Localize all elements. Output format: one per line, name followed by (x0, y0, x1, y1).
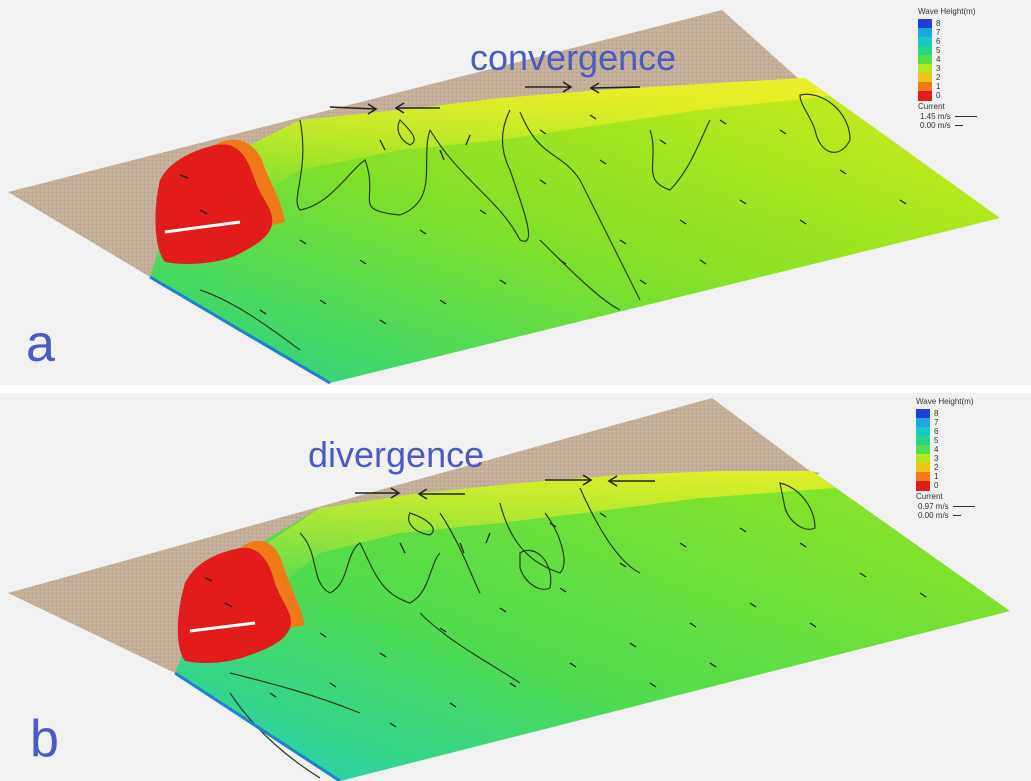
legend-row: 3 (916, 454, 1006, 464)
level: 2 (936, 73, 941, 82)
wave-map-a (8, 10, 1000, 385)
level: 4 (936, 55, 941, 64)
level: 5 (934, 436, 939, 445)
level: 5 (936, 46, 941, 55)
swatch (918, 19, 932, 29)
legend-row: 4 (918, 55, 1008, 65)
current-min-value: 0.00 m/s (918, 511, 949, 520)
legend-row: 4 (916, 445, 1006, 455)
legend-row: 7 (916, 418, 1006, 428)
red-zone-streak (189, 621, 256, 633)
arrow-icon (952, 515, 961, 517)
legend-row: 2 (918, 73, 1008, 83)
sea-area (175, 471, 1010, 781)
shore-zone (245, 471, 835, 593)
level: 4 (934, 445, 939, 454)
level: 3 (936, 64, 941, 73)
swatch (916, 472, 930, 482)
legend-row: 0 (918, 91, 1008, 101)
high-wave-zone (155, 144, 273, 264)
level: 3 (934, 454, 939, 463)
panel-a: a convergence Wave Height(m) 8 7 6 5 4 3… (0, 0, 1031, 385)
panel-b: b divergence Wave Height(m) 8 7 6 5 4 3 … (0, 393, 1031, 781)
boundary-edge (149, 275, 331, 385)
level: 0 (936, 91, 941, 100)
legend-current-max: 0.97 m/s (918, 503, 975, 511)
swatch (918, 91, 932, 101)
legend-current-label: Current (918, 102, 945, 111)
level: 6 (934, 427, 939, 436)
convergence-arrows (329, 81, 641, 115)
swatch (918, 28, 932, 38)
level: 0 (934, 481, 939, 490)
current-min-value: 0.00 m/s (920, 121, 951, 130)
legend-current-max: 1.45 m/s (920, 113, 977, 121)
convergence-arrows (355, 474, 655, 500)
swatch (918, 82, 932, 92)
legend-row: 1 (916, 472, 1006, 482)
legend-row: 1 (918, 82, 1008, 92)
swatch (918, 64, 932, 74)
swatch (916, 445, 930, 455)
swatch (916, 427, 930, 437)
legend-current-min: 0.00 m/s (918, 512, 961, 520)
swatch (918, 73, 932, 83)
transition-zone (215, 139, 285, 225)
legend-row: 6 (918, 37, 1008, 47)
level: 6 (936, 37, 941, 46)
panel-label-a: a (26, 315, 55, 373)
panel-label-b: b (30, 710, 59, 768)
legend-row: 5 (916, 436, 1006, 446)
current-vectors (204, 512, 927, 728)
legend-a: Wave Height(m) 8 7 6 5 4 3 2 1 0 Current… (918, 7, 1028, 130)
legend-current-min: 0.00 m/s (920, 122, 963, 130)
current-max-value: 0.97 m/s (918, 502, 949, 511)
swatch (916, 418, 930, 428)
arrow-icon (954, 125, 963, 127)
current-max-value: 1.45 m/s (920, 112, 951, 121)
legend-row: 5 (918, 46, 1008, 56)
legend-title: Wave Height(m) (916, 397, 974, 406)
legend-row: 7 (918, 28, 1008, 38)
boundary-edge (174, 671, 341, 781)
level: 1 (936, 82, 941, 91)
panel-divider (0, 385, 1031, 393)
convergence-annotation: convergence (470, 37, 677, 78)
level: 8 (936, 19, 941, 28)
swatch (918, 46, 932, 56)
legend-title: Wave Height(m) (918, 7, 976, 16)
high-wave-zone (177, 547, 292, 663)
arrow-icon (952, 506, 975, 508)
level: 1 (934, 472, 939, 481)
divergence-annotation: divergence (308, 434, 485, 475)
swatch (916, 463, 930, 473)
arrow-icon (954, 116, 977, 118)
legend-row: 6 (916, 427, 1006, 437)
wave-map-b (8, 398, 1010, 781)
current-vectors (179, 114, 907, 325)
legend-row: 8 (918, 19, 1008, 29)
legend-current-label: Current (916, 492, 943, 501)
red-zone-streak (164, 220, 241, 234)
level: 2 (934, 463, 939, 472)
contour-lines (229, 482, 816, 779)
swatch (918, 37, 932, 47)
transition-zone (240, 540, 305, 628)
legend-b: Wave Height(m) 8 7 6 5 4 3 2 1 0 Current… (916, 397, 1028, 520)
swatch (916, 436, 930, 446)
legend-row: 8 (916, 409, 1006, 419)
swatch (918, 55, 932, 65)
swatch (916, 481, 930, 491)
swatch (916, 454, 930, 464)
level: 7 (936, 28, 941, 37)
swatch (916, 409, 930, 419)
shore-zone (220, 78, 830, 205)
contour-lines (199, 93, 851, 351)
legend-row: 2 (916, 463, 1006, 473)
legend-row: 0 (916, 481, 1006, 491)
level: 7 (934, 418, 939, 427)
level: 8 (934, 409, 939, 418)
legend-row: 3 (918, 64, 1008, 74)
